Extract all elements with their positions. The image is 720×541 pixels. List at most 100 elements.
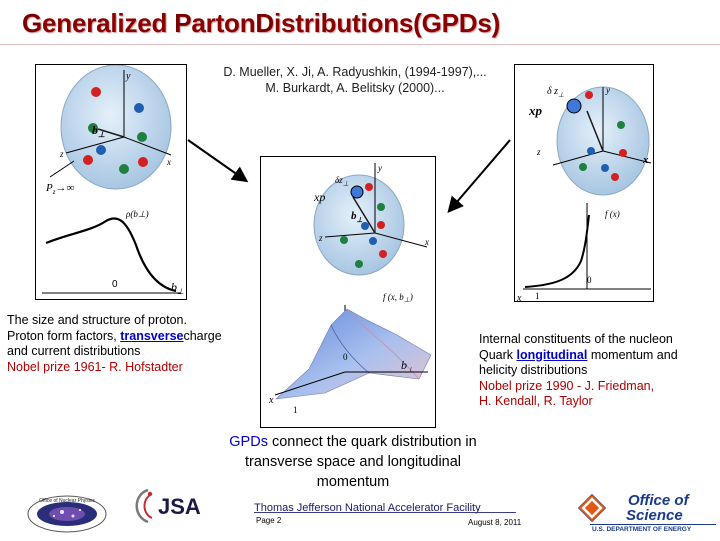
right-desc-line-2: Quark longitudinal momentum and	[479, 347, 678, 362]
f-xb-label: f (x, b⊥)	[383, 292, 413, 304]
gpd-summary-line-1: GPDs connect the quark distribution in	[229, 434, 477, 450]
x-axis-pdf-label: x	[516, 293, 522, 301]
left-description: The size and structure of proton. Proton…	[7, 313, 257, 375]
xp-label: xp	[528, 103, 543, 118]
z-axis-label: z	[59, 149, 64, 159]
x-axis-label: x	[166, 157, 171, 167]
right-desc-nobel-1: Nobel prize 1990 - J. Friedman,	[479, 378, 655, 393]
center-figure-box: y δz⊥ xp b⊥ z x f (x, b⊥) 0 b⊥ x 1	[260, 156, 436, 428]
y-axis-label: y	[605, 85, 610, 95]
f-x-label: f (x)	[605, 209, 620, 219]
quark-green	[137, 132, 147, 142]
b-label: b⊥	[351, 210, 363, 224]
title-underline	[0, 44, 720, 45]
slide-title: Generalized PartonDistributions(GPDs)	[22, 8, 501, 38]
right-desc-nobel-2: H. Kendall, R. Taylor	[479, 394, 593, 408]
quark-green	[377, 203, 385, 211]
z-axis-label: z	[318, 233, 323, 243]
surface-zero-label: 0	[343, 352, 348, 362]
right-desc-line-3: helicity distributions	[479, 363, 588, 377]
right-description: Internal constituents of the nucleon Qua…	[479, 332, 715, 410]
left-arrow	[187, 139, 249, 183]
footer-date: August 8, 2011	[468, 518, 522, 527]
rho-zero-label: 0	[112, 279, 118, 290]
doe-department: U.S. DEPARTMENT OF ENERGY	[592, 526, 692, 533]
quark-green	[579, 163, 587, 171]
pdf-curve	[524, 214, 590, 288]
quark-blue	[587, 147, 595, 155]
right-desc-line-1: Internal constituents of the nucleon	[479, 332, 673, 346]
quark-green	[355, 260, 363, 268]
doe-science-logo: Office of Science U.S. DEPARTMENT OF ENE…	[576, 492, 716, 536]
quark-red	[377, 221, 385, 229]
pz-label: Pz→∞	[45, 182, 74, 196]
b-label: b⊥	[92, 123, 105, 139]
quark-green	[340, 236, 348, 244]
gpd-summary-line-3: momentum	[316, 474, 390, 490]
delta-z-label: δz⊥	[335, 175, 349, 188]
doe-office-of: Office of	[628, 492, 689, 509]
rho-density-curve	[45, 217, 177, 293]
authors-citation: D. Mueller, X. Ji, A. Radyushkin, (1994-…	[150, 64, 560, 96]
lab-name: Thomas Jefferson National Accelerator Fa…	[254, 502, 481, 514]
left-desc-line-1: The size and structure of proton.	[7, 313, 187, 327]
doe-rule	[590, 524, 716, 525]
proton-ellipse	[60, 64, 172, 190]
authors-line-2: M. Burkardt, A. Belitsky (2000)...	[265, 81, 445, 95]
onp-logo: Office of Nuclear Physics	[27, 495, 107, 533]
doe-science: Science	[626, 507, 683, 524]
quark-blue	[96, 145, 106, 155]
x-axis-label: x	[424, 237, 429, 247]
quark-green	[617, 121, 625, 129]
footer-rule	[254, 512, 516, 513]
transverse-proton-diagram: y b⊥ z x Pz→∞ ρ(b⊥) 0 b⊥	[42, 64, 184, 296]
delta-z-label: δ z⊥	[547, 86, 564, 99]
x-axis-surface-label: x	[268, 395, 274, 406]
doe-science-emblem	[577, 493, 607, 523]
longitudinal-proton-diagram: δ z⊥ xp y z x f (x) 0 x 1	[516, 85, 652, 304]
one-label: 1	[293, 405, 298, 415]
quark-red	[585, 91, 593, 99]
quark-green	[119, 164, 129, 174]
quark-red	[91, 87, 101, 97]
quark-probed	[566, 98, 582, 114]
quark-probed	[350, 185, 364, 199]
gpd-surface	[275, 308, 432, 400]
quark-red	[379, 250, 387, 258]
authors-line-1: D. Mueller, X. Ji, A. Radyushkin, (1994-…	[223, 65, 487, 79]
quark-blue	[601, 164, 609, 172]
left-desc-line-2: Proton form factors, transversecharge	[7, 328, 222, 343]
y-axis-label: y	[125, 71, 131, 82]
x-axis-label: x	[642, 154, 649, 166]
quark-red	[619, 149, 627, 157]
quark-red	[138, 157, 148, 167]
page-number: Page 2	[256, 516, 282, 525]
jsa-logo: JSA	[135, 488, 201, 524]
jsa-text: JSA	[158, 494, 201, 519]
quark-blue	[361, 222, 369, 230]
gpd-proton-diagram: y δz⊥ xp b⊥ z x f (x, b⊥) 0 b⊥ x 1	[268, 163, 432, 415]
y-axis-label: y	[377, 163, 382, 173]
proton-ellipse	[313, 174, 405, 276]
left-figure-box: y b⊥ z x Pz→∞ ρ(b⊥) 0 b⊥	[35, 64, 187, 300]
quark-red	[365, 183, 373, 191]
quark-blue	[369, 237, 377, 245]
left-desc-line-3: and current distributions	[7, 344, 141, 358]
onp-ring-text: Office of Nuclear Physics	[39, 498, 95, 504]
quark-green	[88, 123, 98, 133]
z-axis-label: z	[536, 147, 541, 157]
gpd-summary-line-2: transverse space and longitudinal	[244, 454, 462, 470]
rho-label: ρ(b⊥)	[125, 209, 149, 219]
quark-red	[83, 155, 93, 165]
pdf-zero-label: 0	[587, 275, 592, 285]
left-desc-nobel: Nobel prize 1961- R. Hofstadter	[7, 359, 183, 374]
right-figure-box: δ z⊥ xp y z x f (x) 0 x 1	[514, 64, 654, 304]
quark-red	[611, 173, 619, 181]
gpd-summary: GPDs connect the quark distribution in t…	[214, 432, 492, 492]
quark-blue	[134, 103, 144, 113]
b-axis-label: b⊥	[401, 358, 413, 374]
b-axis-label: b⊥	[171, 280, 184, 296]
xp-label: xp	[313, 190, 325, 204]
pdf-one-label: 1	[535, 291, 540, 301]
right-arrow	[447, 139, 511, 214]
